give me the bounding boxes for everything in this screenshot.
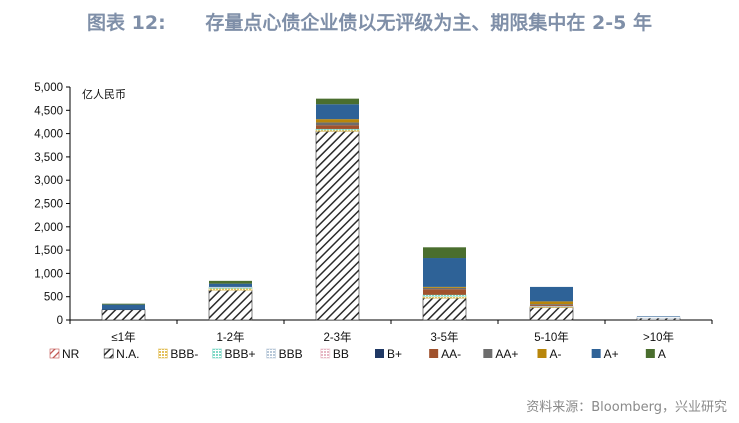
bar-segment: [530, 301, 573, 305]
bars: [101, 98, 681, 321]
y-tick-label: 500: [44, 292, 63, 304]
y-tick-label: 0: [57, 315, 63, 327]
legend-label: BBB: [279, 347, 303, 361]
x-tick-label: ≤1年: [111, 330, 135, 344]
legend-label: A-: [550, 347, 562, 361]
legend-label: BBB+: [225, 347, 256, 361]
legend-swatch: [212, 348, 222, 359]
bar-segment: [316, 125, 359, 129]
x-tick-label: 3-5年: [430, 330, 458, 344]
legend-label: A+: [604, 347, 619, 361]
y-tick-label: 2,000: [34, 222, 63, 234]
bar-segment: [102, 303, 145, 305]
bar-segment: [529, 305, 574, 307]
legend-label: NR: [62, 347, 80, 361]
legend-label: AA+: [495, 347, 518, 361]
y-tick-label: 3,000: [34, 175, 63, 187]
legend-label: AA-: [441, 347, 461, 361]
bar-segment: [423, 286, 466, 288]
y-axis: 0 500 1,000 1,500 2,000 2,500 3,000 3,500 4,000 4…: [34, 82, 71, 327]
legend: NR N.A. BBB- BBB+ BBB BB B+ AA- AA+ A- A+ A: [49, 347, 666, 361]
bar-segment: [208, 289, 253, 321]
x-tick-label: 2-3年: [323, 330, 351, 344]
bar-segment: [530, 286, 573, 302]
legend-swatch: [429, 349, 439, 358]
bar-segment: [316, 98, 359, 105]
bar-segment: [423, 289, 466, 295]
bar-segment: [637, 316, 680, 317]
legend-swatch: [49, 348, 60, 359]
bar-segment: [422, 294, 467, 297]
bar-segment: [423, 258, 466, 287]
source-note: 资料来源：Bloomberg，兴业研究: [526, 400, 727, 415]
y-tick-label: 4,500: [34, 105, 63, 117]
x-tick-label: 5-10年: [534, 330, 569, 344]
x-tick-label: >10年: [643, 330, 674, 344]
bar-segment: [423, 247, 466, 259]
bar-segment: [209, 280, 252, 284]
bar-segment: [423, 287, 466, 290]
legend-swatch: [158, 348, 168, 359]
unit-label: 亿人民币: [82, 88, 126, 101]
y-tick-label: 3,500: [34, 152, 63, 164]
legend-swatch: [645, 349, 655, 358]
legend-label: BB: [333, 347, 349, 361]
legend-swatch: [375, 349, 384, 358]
y-tick-label: 4,000: [34, 129, 63, 141]
bar-segment: [316, 122, 359, 126]
bar-segment: [636, 316, 681, 319]
bar-segment: [316, 104, 359, 120]
bar-segment: [530, 304, 573, 306]
bar-segment: [422, 297, 467, 321]
y-tick-label: 1,000: [34, 268, 63, 280]
bar-segment: [102, 304, 145, 310]
bar-segment: [530, 305, 573, 307]
legend-swatch: [591, 349, 601, 358]
bar-segment: [529, 307, 574, 321]
legend-swatch: [483, 349, 493, 358]
bar-segment: [209, 283, 252, 287]
bar-segment: [316, 119, 359, 123]
y-tick-label: 1,500: [34, 245, 63, 257]
legend-label: B+: [387, 347, 402, 361]
bar-segment: [315, 130, 360, 321]
legend-label: BBB-: [170, 347, 198, 361]
bar-segment: [101, 309, 146, 321]
x-axis: ≤1年 1-2年 2-3年 3-5年 5-10年 >10年: [69, 319, 713, 344]
chart-title: 图表 12: 存量点心债企业债以无评级为主、期限集中在 2-5 年: [87, 12, 652, 34]
x-tick-label: 1-2年: [216, 330, 244, 344]
legend-swatch: [103, 348, 114, 359]
legend-label: A: [658, 347, 666, 361]
legend-label: N.A.: [116, 347, 139, 361]
bar-segment: [315, 128, 360, 131]
y-tick-label: 2,500: [34, 199, 63, 211]
legend-swatch: [266, 348, 276, 359]
y-tick-label: 5,000: [34, 82, 63, 94]
bar-segment: [208, 286, 253, 288]
legend-swatch: [537, 349, 547, 358]
legend-swatch: [320, 348, 331, 359]
